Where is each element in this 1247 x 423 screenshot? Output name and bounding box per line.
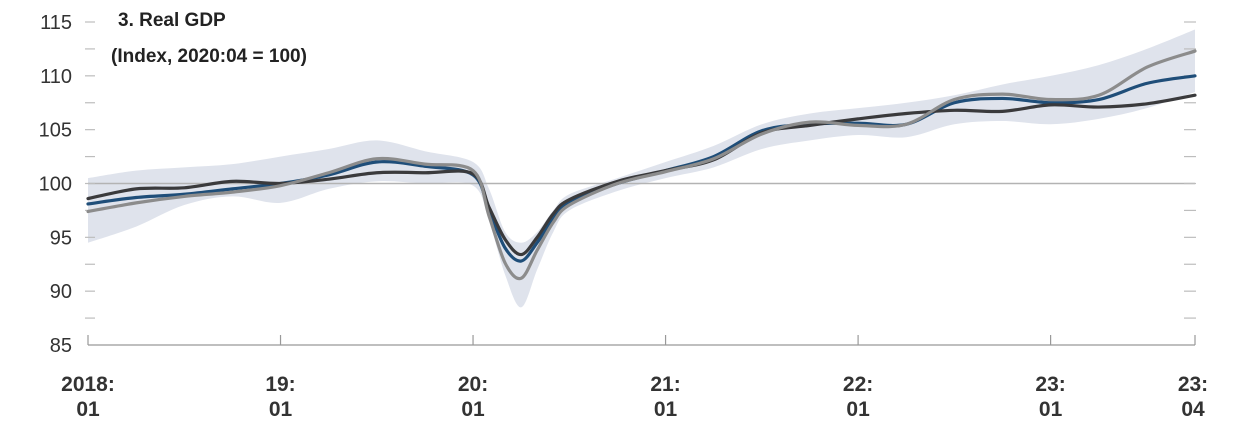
y-tick-label: 90 bbox=[50, 281, 72, 303]
x-tick-label-year: 21: bbox=[650, 373, 680, 396]
range-band bbox=[88, 29, 1195, 308]
x-tick-label-quarter: 01 bbox=[846, 398, 870, 421]
y-tick-labels: 85 90 95 100 105 110 115 bbox=[39, 12, 72, 357]
y-tick-label: 85 bbox=[50, 335, 72, 357]
y-tick-label: 100 bbox=[39, 174, 72, 196]
y-tick-label: 115 bbox=[40, 12, 72, 34]
axis-layer bbox=[85, 21, 1196, 346]
x-tick-label-year: 20: bbox=[458, 373, 488, 396]
x-tick-label-quarter: 01 bbox=[1039, 398, 1063, 421]
y-tick-label: 95 bbox=[50, 227, 72, 249]
x-tick-label-quarter: 04 bbox=[1181, 398, 1205, 421]
x-tick-label-year: 2018: bbox=[61, 373, 115, 396]
series-line-1 bbox=[86, 93, 1197, 257]
x-tick-label-quarter: 01 bbox=[269, 398, 293, 421]
y-tick-label: 110 bbox=[40, 66, 72, 88]
chart-title-block: 3. Real GDP (Index, 2020:04 = 100) bbox=[111, 10, 307, 67]
chart-title: 3. Real GDP bbox=[118, 10, 226, 31]
x-tick-label-quarter: 01 bbox=[461, 398, 485, 421]
x-tick-label-year: 19: bbox=[265, 373, 295, 396]
range-band-layer bbox=[88, 29, 1195, 308]
y-tick-label: 105 bbox=[39, 120, 72, 142]
x-tick-label-year: 22: bbox=[843, 373, 873, 396]
x-tick-label-year: 23: bbox=[1035, 373, 1065, 396]
chart-subtitle: (Index, 2020:04 = 100) bbox=[111, 46, 307, 67]
x-tick-label-year: 23: bbox=[1178, 373, 1208, 396]
x-tick-label-quarter: 01 bbox=[654, 398, 678, 421]
series-layer bbox=[86, 49, 1197, 281]
series-line-2 bbox=[86, 49, 1197, 281]
x-tick-label-quarter: 01 bbox=[76, 398, 100, 421]
